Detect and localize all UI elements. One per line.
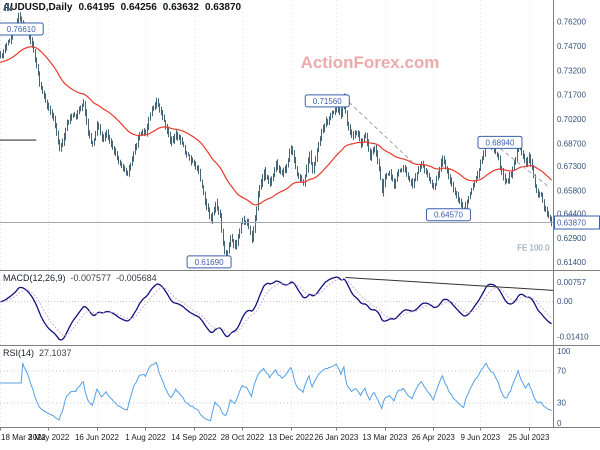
- axis-label: 0.61690: [195, 258, 224, 267]
- axis-label: 0: [557, 419, 562, 428]
- axis-label: 0.74700: [557, 42, 586, 51]
- axis-label: 70: [557, 367, 566, 376]
- axis-label: 16 Jun 2022: [75, 433, 120, 442]
- price-plot-area[interactable]: [0, 0, 553, 270]
- price-level-label-box: [304, 94, 350, 108]
- axis-label: 0.68940: [486, 138, 515, 147]
- axis-label: 3 May 2022: [28, 433, 70, 442]
- rsi-label: RSI(14): [3, 348, 35, 358]
- axis-label: 25 Jul 2023: [508, 433, 550, 442]
- axis-label: 9 Jun 2023: [460, 433, 500, 442]
- macd-main-line: [0, 276, 552, 341]
- axis-label: 0.00: [557, 297, 573, 306]
- ohlc-open: 0.64195: [78, 2, 115, 13]
- rsi-value: 27.1037: [39, 348, 72, 358]
- axis-label: 28 Oct 2022: [221, 433, 265, 442]
- moving-average-line: [0, 46, 552, 206]
- axis-label: 0.76610: [7, 25, 36, 34]
- axis-label: 0.63870: [557, 219, 586, 228]
- axis-label: 0.68700: [557, 139, 586, 148]
- chart-icon: [4, 3, 12, 11]
- rsi-line: [0, 361, 552, 422]
- axis-label: 0.71700: [557, 91, 586, 100]
- macd-trendline: [345, 276, 554, 291]
- fibonacci-extension-label: FE 100.0: [517, 243, 550, 252]
- candles-layer: [0, 12, 552, 259]
- axis-label: 0.65800: [557, 187, 586, 196]
- axis-label: 0.62900: [557, 234, 586, 243]
- axis-label: 18 Mar 2022: [1, 433, 46, 442]
- axis-label: 14 Sep 2022: [171, 433, 217, 442]
- price-level-label-box: [425, 208, 471, 222]
- axis-label: 0.71560: [313, 97, 342, 106]
- macd-value-main: -0.007577: [70, 273, 112, 283]
- ohlc-low: 0.63632: [162, 2, 199, 13]
- axis-label: 0.00757: [557, 278, 586, 287]
- price-level-label-box: [477, 135, 523, 149]
- grid-layer: [0, 0, 530, 431]
- symbol-timeframe-label: AUDUSD,Daily: [3, 2, 73, 13]
- axis-label: 30: [557, 399, 566, 408]
- ohlc-close: 0.63870: [204, 2, 242, 13]
- rsi-plot-area[interactable]: [0, 347, 553, 427]
- axis-label: 1 Aug 2022: [125, 433, 166, 442]
- chart-title-bar: AUDUSD,Daily 0.64195 0.64256 0.63632 0.6…: [3, 2, 241, 13]
- axis-label: 0.70200: [557, 115, 586, 124]
- axis-label: 100: [557, 347, 571, 356]
- axis-label: 0.61400: [557, 258, 586, 267]
- ohlc-high: 0.64256: [120, 2, 157, 13]
- axis-label: 13 Mar 2023: [362, 433, 407, 442]
- price-level-label-box: [186, 255, 232, 269]
- axis-label: 0.76200: [557, 17, 586, 26]
- macd-label: MACD(12,26,9): [3, 273, 66, 283]
- axis-label: 26 Jan 2023: [314, 433, 359, 442]
- axis-label: 0.64400: [557, 209, 586, 218]
- dashed-projection-line: [489, 139, 551, 189]
- macd-value-signal: -0.005684: [116, 273, 157, 283]
- axis-label: -0.01410: [557, 333, 589, 342]
- axis-label: 0.73200: [557, 66, 586, 75]
- price-level-label-box: [0, 22, 44, 36]
- axis-label: 13 Dec 2022: [268, 433, 314, 442]
- axis-label: 26 Apr 2023: [412, 433, 456, 442]
- axis-label: 0.67300: [557, 162, 586, 171]
- rsi-indicator-label: RSI(14) 27.1037: [3, 348, 72, 358]
- dashed-projection-line: [343, 97, 413, 163]
- axis-label: 0.64570: [434, 211, 463, 220]
- annotations-layer: 0.76610 0.71560 0.68940 0.64570 0.61690 FE 10…: [0, 22, 551, 269]
- macd-indicator-label: MACD(12,26,9) -0.007577 -0.005684: [3, 273, 157, 283]
